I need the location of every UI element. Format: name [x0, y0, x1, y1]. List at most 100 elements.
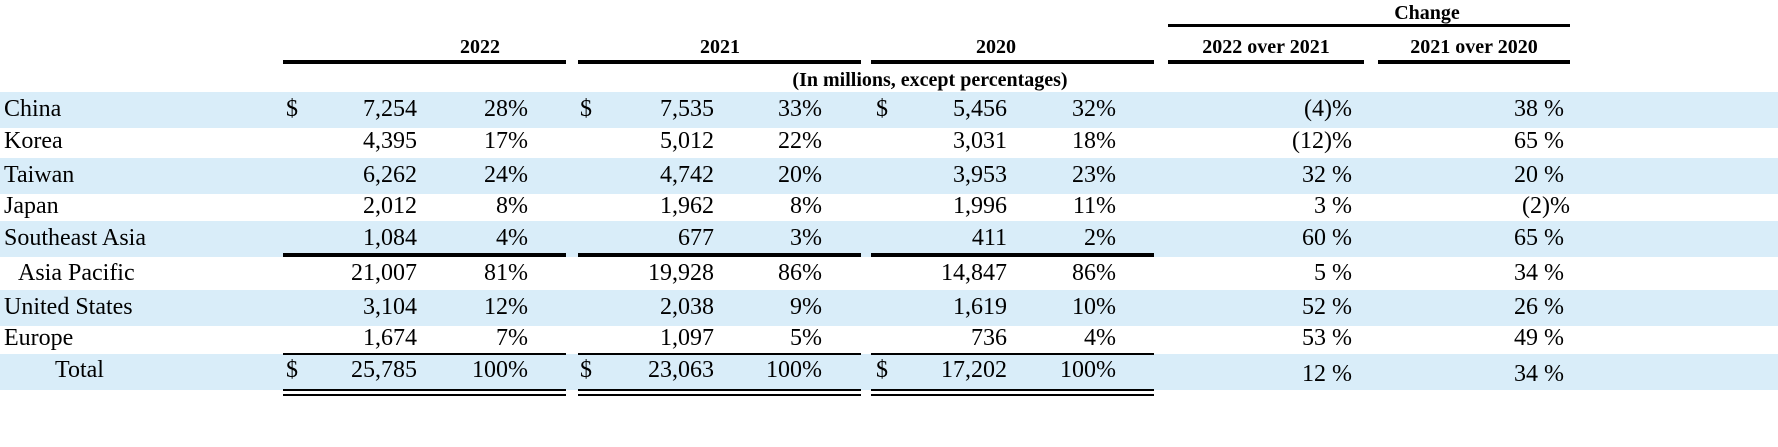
change-2022-over-2021: 3 %	[1314, 193, 1352, 219]
value-2021: 4,742	[660, 162, 714, 188]
row-label: Europe	[4, 325, 74, 351]
row-label: Korea	[4, 128, 63, 154]
pct-2021: 9%	[790, 294, 822, 320]
value-2022: 25,785	[351, 357, 417, 383]
total-double-rule	[283, 394, 566, 396]
change-2022-over-2021: (4)%	[1304, 96, 1352, 122]
pct-2020: 4%	[1084, 325, 1116, 351]
total-top-rule	[283, 353, 566, 355]
col-header-2021: 2021	[700, 36, 740, 58]
change-2021-over-2020: 65 %	[1514, 128, 1564, 154]
pct-2021: 20%	[778, 162, 822, 188]
col-header-2020: 2020	[976, 36, 1016, 58]
pct-2020: 23%	[1072, 162, 1116, 188]
col-rule-2020	[871, 60, 1154, 64]
change-2022-over-2021: 53 %	[1302, 325, 1352, 351]
value-2022: 1,674	[363, 325, 417, 351]
col-rule-2022-over-2021	[1168, 60, 1364, 64]
change-2021-over-2020: (2)%	[1522, 193, 1570, 219]
value-2021: 677	[678, 225, 714, 251]
dollar-sign: $	[286, 96, 298, 122]
change-2021-over-2020: 38 %	[1514, 96, 1564, 122]
col-rule-2021	[578, 60, 861, 64]
row-label: Japan	[4, 193, 59, 219]
value-2020: 1,619	[953, 294, 1007, 320]
pct-2022: 24%	[484, 162, 528, 188]
pct-2020: 18%	[1072, 128, 1116, 154]
dollar-sign: $	[286, 357, 298, 383]
pct-2022: 28%	[484, 96, 528, 122]
total-double-rule	[871, 394, 1154, 396]
value-2022: 1,084	[363, 225, 417, 251]
dollar-sign: $	[580, 357, 592, 383]
pct-2022: 8%	[496, 193, 528, 219]
total-top-rule	[578, 353, 861, 355]
change-header-rule	[1168, 24, 1570, 27]
row-band	[0, 92, 1778, 128]
row-label: Southeast Asia	[4, 225, 146, 251]
change-2021-over-2020: 34 %	[1514, 260, 1564, 286]
change-2021-over-2020: 26 %	[1514, 294, 1564, 320]
value-2022: 3,104	[363, 294, 417, 320]
value-2021: 1,962	[660, 193, 714, 219]
pct-2021: 22%	[778, 128, 822, 154]
value-2020: 17,202	[941, 357, 1007, 383]
change-2022-over-2021: 32 %	[1302, 162, 1352, 188]
value-2022: 2,012	[363, 193, 417, 219]
change-2022-over-2021: (12)%	[1292, 128, 1352, 154]
col-header-2022-over-2021: 2022 over 2021	[1202, 36, 1330, 58]
row-label: Asia Pacific	[18, 260, 135, 286]
value-2021: 23,063	[648, 357, 714, 383]
dollar-sign: $	[876, 357, 888, 383]
total-top-rule	[871, 353, 1154, 355]
value-2022: 4,395	[363, 128, 417, 154]
pct-2020: 86%	[1072, 260, 1116, 286]
value-2022: 21,007	[351, 260, 417, 286]
row-label: Taiwan	[4, 162, 75, 188]
total-double-rule	[578, 394, 861, 396]
value-2021: 5,012	[660, 128, 714, 154]
change-header: Change	[1394, 2, 1460, 24]
pct-2022: 100%	[472, 357, 528, 383]
value-2020: 3,953	[953, 162, 1007, 188]
row-label: United States	[4, 294, 133, 320]
pct-2021: 86%	[778, 260, 822, 286]
subtotal-rule	[283, 253, 566, 257]
value-2021: 19,928	[648, 260, 714, 286]
col-header-2022: 2022	[460, 36, 500, 58]
change-2022-over-2021: 5 %	[1314, 260, 1352, 286]
value-2021: 1,097	[660, 325, 714, 351]
pct-2022: 81%	[484, 260, 528, 286]
row-label: China	[4, 96, 62, 122]
change-2021-over-2020: 49 %	[1514, 325, 1564, 351]
value-2021: 7,535	[660, 96, 714, 122]
row-band	[0, 221, 1778, 257]
value-2022: 6,262	[363, 162, 417, 188]
pct-2020: 2%	[1084, 225, 1116, 251]
value-2021: 2,038	[660, 294, 714, 320]
pct-2022: 17%	[484, 128, 528, 154]
total-double-rule	[283, 389, 566, 391]
change-2021-over-2020: 34 %	[1514, 361, 1564, 387]
dollar-sign: $	[580, 96, 592, 122]
row-label: Total	[55, 357, 104, 383]
pct-2022: 7%	[496, 325, 528, 351]
value-2020: 736	[971, 325, 1007, 351]
pct-2022: 12%	[484, 294, 528, 320]
total-double-rule	[871, 389, 1154, 391]
value-2020: 3,031	[953, 128, 1007, 154]
value-2020: 14,847	[941, 260, 1007, 286]
value-2022: 7,254	[363, 96, 417, 122]
units-note: (In millions, except percentages)	[792, 69, 1068, 91]
col-rule-2021-over-2020	[1378, 60, 1570, 64]
col-header-2021-over-2020: 2021 over 2020	[1410, 36, 1538, 58]
dollar-sign: $	[876, 96, 888, 122]
total-double-rule	[578, 389, 861, 391]
col-rule-2022	[283, 60, 566, 64]
pct-2022: 4%	[496, 225, 528, 251]
pct-2020: 10%	[1072, 294, 1116, 320]
change-2022-over-2021: 52 %	[1302, 294, 1352, 320]
row-band	[0, 158, 1778, 194]
value-2020: 1,996	[953, 193, 1007, 219]
pct-2020: 32%	[1072, 96, 1116, 122]
